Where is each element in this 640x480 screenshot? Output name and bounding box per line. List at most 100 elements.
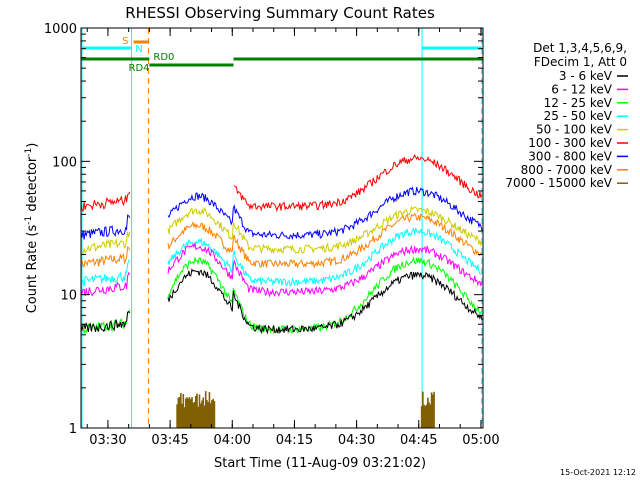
legend-item-label: 100 - 300 keV (528, 136, 612, 150)
plot-lines (81, 28, 483, 428)
y-tick-label: 1000 (44, 22, 77, 37)
series-line (167, 205, 483, 255)
legend-item-label: 25 - 50 keV (544, 109, 613, 123)
bar (203, 405, 206, 428)
x-tick-label: 04:00 (214, 433, 251, 448)
y-tick-label: 100 (52, 155, 77, 170)
axis-layer: 03:30 03:45 04:00 04:15 04:30 04:45 05:00 1 10 10… (44, 22, 500, 448)
annotation-rd4: RD4 (129, 63, 150, 74)
bar (423, 404, 425, 428)
series-line (167, 186, 483, 240)
x-tick-label: 04:30 (338, 433, 375, 448)
legend-item-label: 300 - 800 keV (528, 149, 612, 163)
bar (208, 392, 211, 428)
series-line (167, 212, 483, 269)
bar (425, 404, 428, 428)
bar (206, 400, 208, 428)
series-line (80, 246, 131, 270)
y-axis-label-sup1: -1 (24, 216, 34, 225)
y-axis-label-main: Count Rate (s (25, 225, 40, 314)
legend-item-label: 12 - 25 keV (544, 96, 613, 110)
bar (212, 398, 214, 428)
series-line (80, 310, 131, 333)
bar (428, 402, 430, 428)
bar (191, 397, 193, 428)
legend-item-label: 3 - 6 keV (559, 69, 613, 83)
x-tick-label: 03:45 (151, 433, 188, 448)
bar (188, 397, 191, 428)
bar (433, 391, 435, 428)
annotation-rd0: RD0 (153, 52, 174, 63)
bar (193, 402, 196, 428)
y-axis-label-end: ) (25, 143, 40, 148)
bar (211, 400, 213, 428)
bar (430, 392, 433, 428)
x-tick-label: 04:45 (400, 433, 437, 448)
bar (204, 391, 207, 428)
chart-title: RHESSI Observing Summary Count Rates (125, 4, 435, 22)
bar (213, 401, 216, 428)
bar (180, 393, 182, 428)
legend-header-1: Det 1,3,4,5,6,9, (533, 41, 627, 55)
bar (427, 397, 429, 428)
bar (420, 406, 423, 428)
legend: Det 1,3,4,5,6,9, FDecim 1, Att 0 3 - 6 k… (505, 41, 628, 190)
series-line (167, 241, 483, 298)
series-layer (80, 154, 483, 335)
y-axis-label: Count Rate (s-1 detector-1) (24, 143, 40, 314)
y-axis-label-mid: detector (25, 156, 40, 216)
x-tick-label: 03:30 (89, 433, 126, 448)
series-line (167, 268, 483, 335)
bar (186, 397, 188, 428)
bar (198, 394, 201, 428)
series-7000-15000-bars (176, 391, 435, 428)
bar (178, 397, 181, 428)
bar (201, 400, 203, 428)
bar (424, 405, 427, 428)
x-tick-label: 04:15 (276, 433, 313, 448)
bar (199, 403, 202, 428)
series-line (167, 256, 483, 335)
legend-item-label: 7000 - 15000 keV (505, 176, 612, 190)
series-line (80, 231, 131, 255)
bar (182, 393, 185, 428)
bar (432, 394, 434, 428)
bar (183, 407, 186, 428)
bar (187, 398, 190, 428)
bar (181, 403, 183, 428)
bar (202, 397, 205, 428)
series-line (80, 259, 130, 287)
bar (207, 402, 210, 428)
bar (429, 404, 432, 428)
bar (422, 391, 424, 428)
series-line (167, 227, 483, 287)
series-line (80, 214, 131, 240)
legend-item-label: 50 - 100 keV (536, 123, 613, 137)
plot-frame (80, 27, 484, 429)
bar (194, 396, 197, 428)
bar (197, 406, 200, 428)
x-tick-label: 05:00 (462, 433, 499, 448)
legend-item-label: 800 - 7000 keV (521, 163, 613, 177)
bar (196, 393, 198, 428)
bar (176, 404, 178, 428)
bar (192, 402, 195, 428)
timestamp: 15-Oct-2021 12:12 (560, 468, 636, 477)
y-axis-label-sup2: -1 (24, 148, 34, 157)
annotation-s: S (122, 36, 128, 47)
bar (189, 399, 192, 428)
legend-item-label: 6 - 12 keV (551, 82, 613, 96)
series-line (80, 271, 131, 297)
legend-header-2: FDecim 1, Att 0 (534, 55, 627, 69)
bar (185, 398, 187, 428)
bar (177, 397, 180, 428)
y-tick-label: 1 (69, 422, 77, 437)
series-line (233, 154, 483, 213)
series-line (80, 191, 131, 213)
bar (209, 403, 212, 428)
y-tick-label: 10 (60, 289, 77, 304)
annotation-n: N (135, 44, 142, 55)
